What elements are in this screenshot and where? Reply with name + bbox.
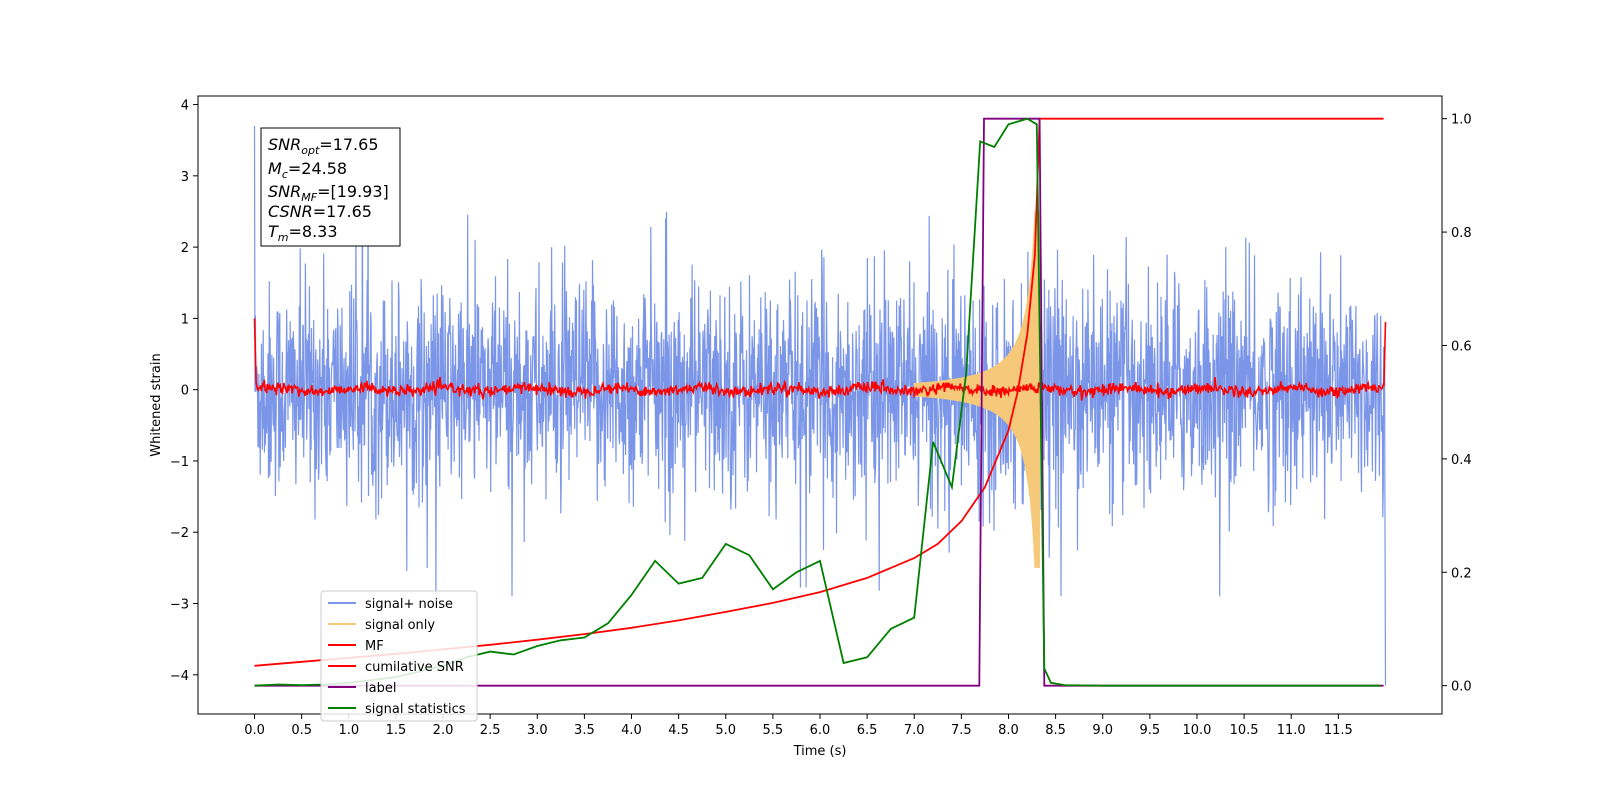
x-tick-label: 10.0 (1182, 723, 1211, 738)
x-axis: 0.0 0.5 1.0 1.5 2.0 2.5 3.0 3.5 4.0 4.5 5.0 5.5 6.0 6… (244, 714, 1353, 738)
x-tick-label: 1.5 (386, 723, 407, 738)
y-left-tick-label: −3 (170, 598, 189, 613)
x-tick-label: 3.5 (574, 723, 595, 738)
y-left-tick-label: 3 (181, 170, 189, 185)
y-left-tick-label: 2 (181, 241, 189, 256)
x-tick-label: 11.5 (1324, 723, 1353, 738)
stat-snr-mf: SNRMF=[19.93] (268, 182, 389, 204)
stat-csnr: CSNR=17.65 (268, 202, 372, 221)
stat-mc: Mc=24.58 (268, 159, 347, 181)
x-tick-label: 3.0 (527, 723, 548, 738)
legend-label-signal-only: signal only (365, 618, 435, 633)
y-left-tick-label: 0 (181, 384, 189, 399)
x-tick-label: 2.5 (480, 723, 501, 738)
x-tick-label: 1.0 (338, 723, 359, 738)
x-tick-label: 10.5 (1230, 723, 1259, 738)
y-axis-right: 0.0 0.2 0.4 0.6 0.8 1.0 (1442, 113, 1472, 695)
x-tick-label: 9.5 (1140, 723, 1161, 738)
series-signal-noise (253, 125, 1387, 686)
legend-label-signal-noise: signal+ noise (365, 597, 453, 612)
y-left-tick-label: 1 (181, 312, 189, 327)
y-right-tick-label: 1.0 (1451, 113, 1472, 128)
x-tick-label: 0.5 (291, 723, 312, 738)
y-right-tick-label: 0.2 (1451, 566, 1472, 581)
x-tick-label: 8.5 (1045, 723, 1066, 738)
legend-label-signal-statistics: signal statistics (365, 702, 466, 717)
x-tick-label: 8.0 (998, 723, 1019, 738)
x-tick-label: 7.0 (904, 723, 925, 738)
stats-box: SNRopt=17.65 Mc=24.58 SNRMF=[19.93] CSNR… (260, 127, 401, 247)
stat-snr-opt: SNRopt=17.65 (268, 135, 379, 157)
x-tick-label: 9.0 (1092, 723, 1113, 738)
y-right-tick-label: 0.0 (1451, 680, 1472, 695)
legend-label-mf: MF (365, 639, 384, 654)
stat-tm: Tm=8.33 (268, 222, 338, 244)
y-axis-label: Whitened strain (149, 353, 164, 456)
x-axis-label: Time (s) (793, 744, 847, 759)
x-tick-label: 6.5 (857, 723, 878, 738)
legend-label-cumulative-snr: cumilative SNR (365, 660, 464, 675)
x-tick-label: 5.5 (763, 723, 784, 738)
y-right-tick-label: 0.8 (1451, 226, 1472, 241)
legend-label-label: label (365, 681, 396, 696)
y-left-tick-label: −4 (170, 669, 189, 684)
x-tick-label: 6.0 (810, 723, 831, 738)
legend: signal+ noise signal only MF cumilative … (320, 590, 478, 722)
y-right-tick-label: 0.6 (1451, 339, 1472, 354)
y-left-tick-label: −2 (170, 526, 189, 541)
y-left-tick-label: 4 (181, 99, 189, 114)
x-tick-label: 11.0 (1277, 723, 1306, 738)
y-right-tick-label: 0.4 (1451, 453, 1472, 468)
x-tick-label: 4.0 (621, 723, 642, 738)
y-axis-left: −4 −3 −2 −1 0 1 2 3 4 (170, 99, 198, 684)
x-tick-label: 4.5 (668, 723, 689, 738)
series-mf (253, 318, 1387, 401)
x-tick-label: 0.0 (244, 723, 265, 738)
x-tick-label: 2.0 (433, 723, 454, 738)
x-tick-label: 7.5 (951, 723, 972, 738)
y-left-tick-label: −1 (170, 455, 189, 470)
x-tick-label: 5.0 (715, 723, 736, 738)
